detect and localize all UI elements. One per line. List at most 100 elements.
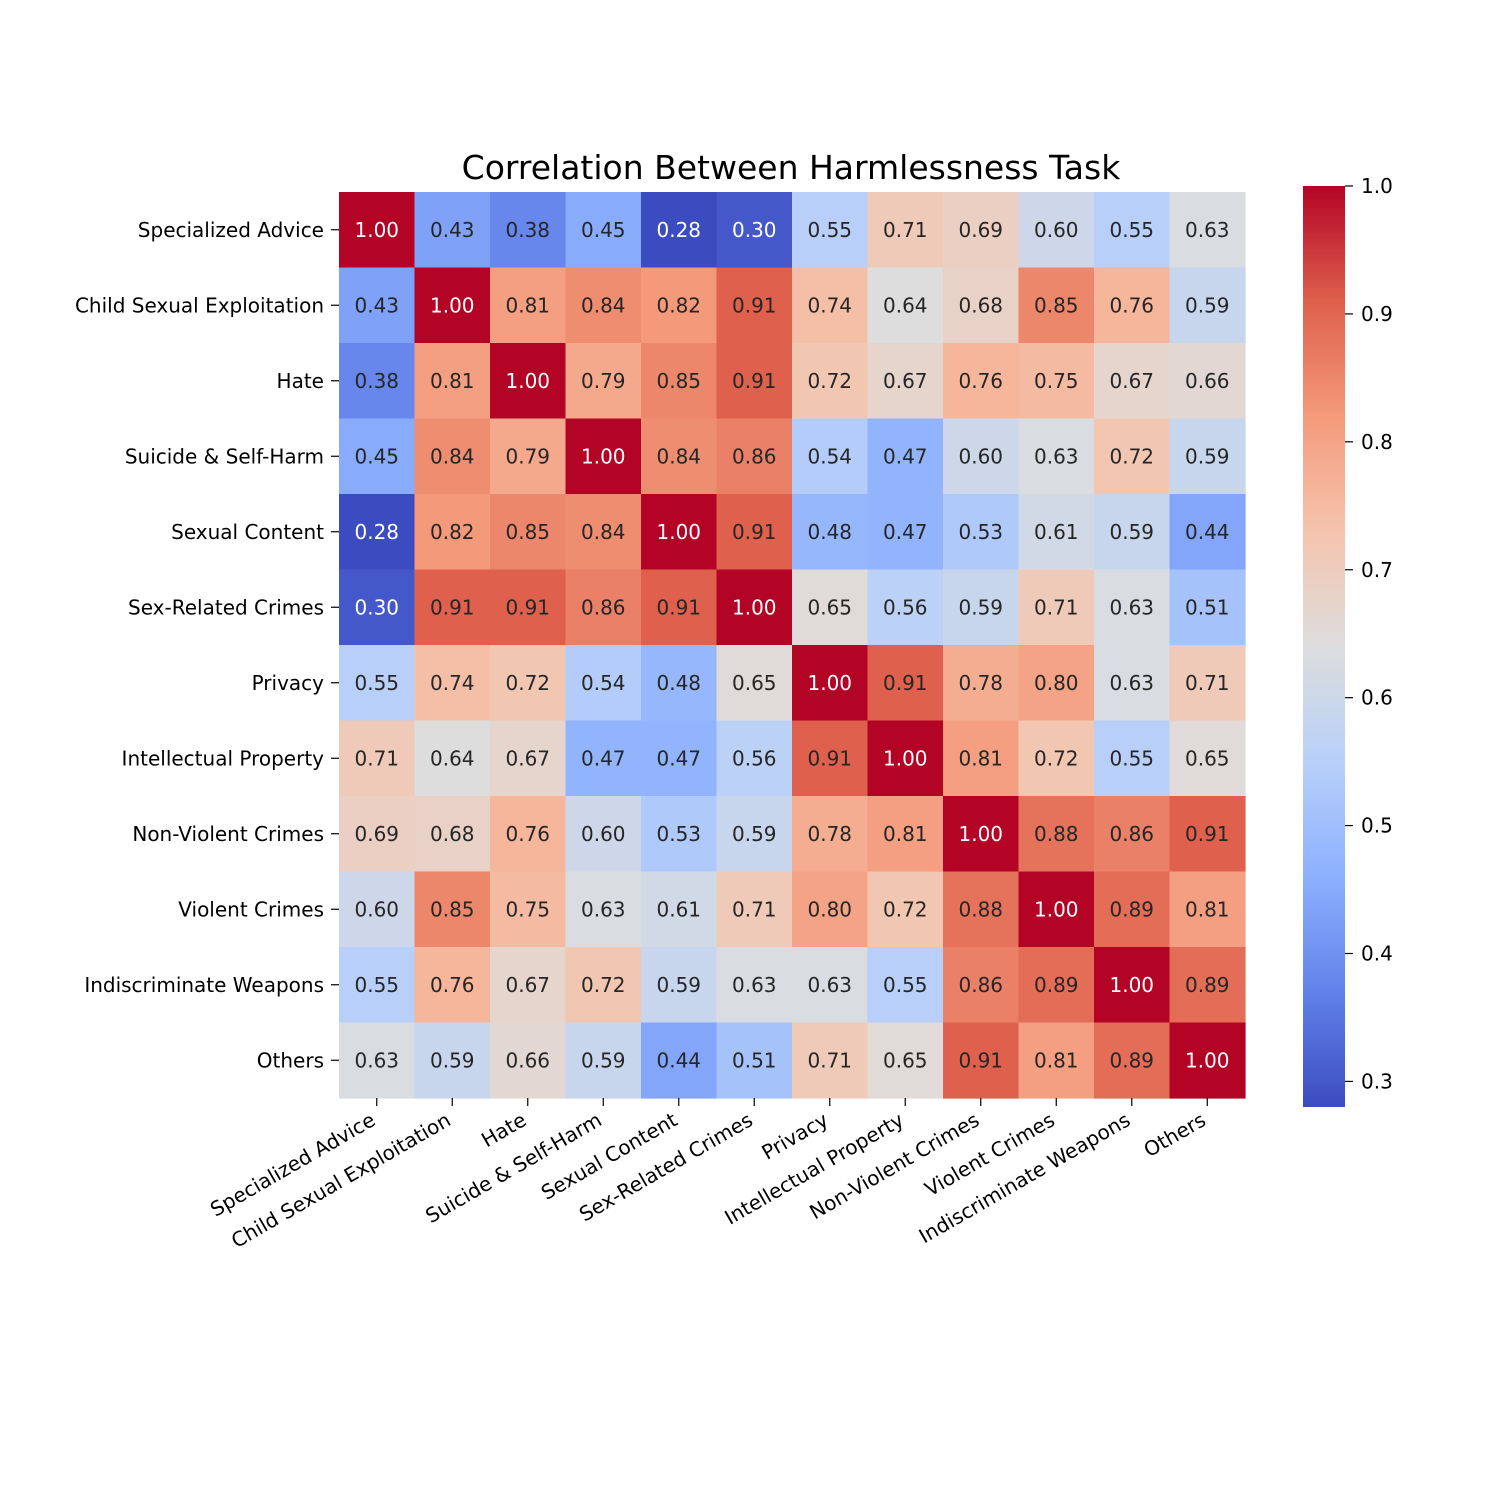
heatmap-cell	[490, 947, 567, 1024]
cell-value-label: 0.91	[1185, 822, 1230, 846]
heatmap-cell	[1169, 418, 1246, 495]
heatmap-cell	[716, 720, 793, 797]
heatmap-cell	[867, 947, 944, 1024]
heatmap-cell	[565, 267, 642, 344]
heatmap-cell	[565, 947, 642, 1024]
cell-value-label: 0.38	[505, 218, 550, 242]
cell-value-label: 0.88	[958, 897, 1003, 921]
heatmap-cell	[339, 569, 416, 646]
heatmap-cell	[1094, 569, 1171, 646]
heatmap-cell	[943, 796, 1020, 873]
heatmap-cell	[1018, 796, 1095, 873]
heatmap-cell	[792, 796, 869, 873]
cell-value-label: 0.48	[807, 520, 852, 544]
cell-value-label: 0.44	[1185, 520, 1230, 544]
cell-value-label: 0.86	[1109, 822, 1154, 846]
heatmap-cell	[867, 267, 944, 344]
cell-value-label: 0.71	[1185, 671, 1230, 695]
cell-value-label: 0.60	[581, 822, 626, 846]
cell-value-label: 1.00	[505, 369, 550, 393]
cell-value-label: 0.63	[1034, 444, 1079, 468]
heatmap-cell	[490, 418, 567, 495]
heatmap-cell	[943, 343, 1020, 420]
heatmap-cell	[339, 796, 416, 873]
heatmap-cell	[565, 418, 642, 495]
heatmap-cell	[1018, 871, 1095, 948]
heatmap-cell	[565, 645, 642, 722]
cell-value-label: 0.91	[732, 369, 777, 393]
heatmap-cell	[716, 1022, 793, 1099]
colorbar-gradient	[1303, 186, 1345, 1107]
heatmap-cell	[414, 947, 491, 1024]
y-tick-label: Indiscriminate Weapons	[84, 973, 324, 997]
cell-value-label: 0.81	[958, 746, 1003, 770]
y-tick-label: Hate	[277, 369, 324, 393]
heatmap-cell	[867, 871, 944, 948]
heatmap-cell	[641, 720, 718, 797]
heatmap-cell	[1094, 267, 1171, 344]
heatmap-cell	[1018, 1022, 1095, 1099]
cell-value-label: 0.86	[958, 973, 1003, 997]
cell-value-label: 0.55	[807, 218, 852, 242]
cell-value-label: 1.00	[354, 218, 399, 242]
heatmap-cell	[867, 192, 944, 269]
heatmap-cell	[339, 267, 416, 344]
cell-value-label: 0.43	[430, 218, 475, 242]
heatmap-cell	[1018, 569, 1095, 646]
cell-value-label: 0.72	[1034, 746, 1079, 770]
heatmap-cell	[716, 418, 793, 495]
colorbar-tick-label: 0.7	[1361, 558, 1393, 582]
heatmap-cell	[943, 1022, 1020, 1099]
heatmap-cell	[414, 418, 491, 495]
cell-value-label: 0.54	[807, 444, 852, 468]
heatmap-cell	[792, 947, 869, 1024]
cell-value-label: 0.72	[883, 897, 928, 921]
cell-value-label: 0.61	[656, 897, 701, 921]
cell-value-label: 0.44	[656, 1048, 701, 1072]
cell-value-label: 0.72	[1109, 444, 1154, 468]
cell-value-label: 0.64	[883, 293, 928, 317]
cell-value-label: 0.60	[958, 444, 1003, 468]
cell-value-label: 0.67	[505, 973, 550, 997]
heatmap-cell	[490, 796, 567, 873]
cell-value-label: 0.76	[505, 822, 550, 846]
colorbar-tick-label: 0.9	[1361, 302, 1393, 326]
cell-value-label: 0.84	[656, 444, 701, 468]
heatmap-cell	[943, 494, 1020, 571]
heatmap-cell	[565, 343, 642, 420]
cell-value-label: 0.61	[1034, 520, 1079, 544]
cell-value-label: 0.51	[1185, 595, 1230, 619]
cell-value-label: 0.78	[958, 671, 1003, 695]
heatmap-cell	[490, 267, 567, 344]
cell-value-label: 0.63	[807, 973, 852, 997]
cell-value-label: 0.48	[656, 671, 701, 695]
heatmap-cell	[716, 796, 793, 873]
cell-value-label: 0.63	[581, 897, 626, 921]
x-tick-label: Others	[1140, 1108, 1210, 1162]
y-tick-label: Child Sexual Exploitation	[75, 293, 324, 317]
heatmap-cell	[1169, 343, 1246, 420]
heatmap-cell	[490, 720, 567, 797]
cell-value-label: 1.00	[1185, 1048, 1230, 1072]
y-tick-label: Specialized Advice	[138, 218, 324, 242]
heatmap-cell	[641, 1022, 718, 1099]
cell-value-label: 0.82	[430, 520, 475, 544]
heatmap-cell	[414, 796, 491, 873]
cell-value-label: 0.78	[807, 822, 852, 846]
heatmap-cell	[565, 494, 642, 571]
heatmap-cell	[792, 418, 869, 495]
heatmap-cell	[867, 645, 944, 722]
cell-value-label: 1.00	[732, 595, 777, 619]
cell-value-label: 0.89	[1109, 1048, 1154, 1072]
cell-value-label: 0.89	[1034, 973, 1079, 997]
cell-value-label: 0.55	[354, 973, 399, 997]
heatmap-cell	[1094, 494, 1171, 571]
heatmap-cell	[565, 871, 642, 948]
cell-value-label: 0.91	[958, 1048, 1003, 1072]
cell-value-label: 0.64	[430, 746, 475, 770]
cell-value-label: 0.59	[732, 822, 777, 846]
heatmap-cell	[1094, 192, 1171, 269]
heatmap-cell	[943, 871, 1020, 948]
heatmap-cell	[641, 947, 718, 1024]
